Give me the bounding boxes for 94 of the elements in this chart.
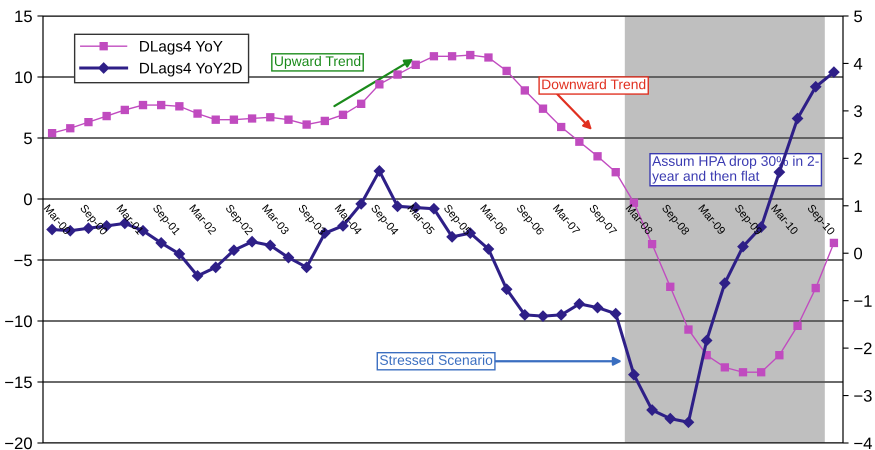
point bbox=[737, 240, 749, 252]
point bbox=[338, 110, 348, 119]
point bbox=[812, 284, 820, 292]
legend-label: DLags4 YoY2D bbox=[140, 62, 242, 77]
point bbox=[282, 252, 294, 264]
point bbox=[210, 262, 222, 273]
point bbox=[466, 50, 474, 60]
point bbox=[412, 60, 420, 69]
point bbox=[775, 350, 784, 360]
point bbox=[48, 128, 56, 138]
point bbox=[66, 124, 74, 132]
point bbox=[720, 363, 729, 372]
point bbox=[556, 309, 567, 321]
y-tick-label: 15 bbox=[15, 10, 32, 22]
point bbox=[757, 368, 766, 376]
y2-tick-label: 1 bbox=[854, 200, 862, 212]
y-tick-label: 10 bbox=[15, 71, 32, 84]
point bbox=[482, 243, 494, 255]
point bbox=[537, 310, 549, 322]
point bbox=[375, 80, 384, 88]
point bbox=[302, 120, 311, 129]
y2-tick-label: −2 bbox=[854, 342, 872, 354]
point bbox=[430, 52, 438, 60]
y2-tick-label: 0 bbox=[854, 248, 862, 260]
point bbox=[248, 114, 256, 123]
point bbox=[374, 165, 385, 177]
point bbox=[648, 240, 656, 248]
point bbox=[484, 53, 493, 62]
point bbox=[357, 100, 366, 108]
annotation: Downward Trend bbox=[542, 79, 646, 90]
annotation: Upward Trend bbox=[274, 56, 360, 69]
point bbox=[719, 278, 730, 289]
point bbox=[501, 284, 512, 295]
point bbox=[701, 334, 712, 346]
y2-tick-label: −1 bbox=[854, 295, 872, 307]
point bbox=[228, 244, 240, 256]
point bbox=[628, 369, 640, 380]
y-tick-label: −5 bbox=[14, 254, 32, 266]
point bbox=[682, 416, 694, 428]
point bbox=[301, 262, 312, 273]
point bbox=[212, 116, 220, 124]
point bbox=[538, 104, 548, 113]
point bbox=[593, 152, 602, 160]
point bbox=[774, 166, 785, 178]
y-tick-label: 5 bbox=[24, 132, 32, 144]
legend-label: DLags4 YoY bbox=[140, 40, 223, 55]
point bbox=[610, 308, 622, 320]
point bbox=[666, 282, 674, 292]
point bbox=[102, 112, 111, 120]
point bbox=[574, 298, 585, 310]
y2-tick-label: 4 bbox=[854, 58, 862, 70]
point bbox=[174, 248, 185, 260]
point bbox=[684, 325, 693, 334]
point bbox=[264, 240, 276, 251]
y2-tick-label: 3 bbox=[854, 105, 862, 118]
point bbox=[175, 102, 184, 110]
point bbox=[120, 106, 129, 114]
point bbox=[646, 404, 658, 416]
point bbox=[393, 70, 402, 79]
point bbox=[138, 100, 148, 110]
point bbox=[664, 412, 676, 424]
y-tick-label: −20 bbox=[5, 437, 32, 450]
point bbox=[84, 118, 93, 126]
point bbox=[792, 112, 804, 124]
point bbox=[320, 116, 329, 126]
point bbox=[230, 116, 238, 124]
y-tick-label: −10 bbox=[5, 315, 32, 328]
point bbox=[192, 270, 204, 282]
point bbox=[266, 113, 274, 122]
point bbox=[520, 86, 529, 95]
point bbox=[612, 168, 620, 176]
point bbox=[828, 66, 840, 78]
point bbox=[156, 237, 167, 249]
annotation: Stressed Scenario bbox=[380, 354, 492, 365]
point bbox=[519, 309, 530, 321]
point bbox=[193, 109, 202, 118]
point bbox=[448, 52, 456, 60]
y2-tick-label: −3 bbox=[854, 390, 872, 402]
point bbox=[246, 236, 258, 248]
y-tick-label: 0 bbox=[24, 193, 32, 206]
y2-tick-label: −4 bbox=[854, 438, 872, 450]
point bbox=[557, 122, 566, 132]
point bbox=[157, 100, 166, 110]
point bbox=[830, 238, 838, 248]
point bbox=[592, 302, 604, 314]
point bbox=[502, 66, 511, 76]
y-tick-label: −15 bbox=[5, 376, 32, 388]
y2-tick-label: 5 bbox=[854, 10, 862, 22]
point bbox=[793, 322, 802, 330]
y2-tick-label: 2 bbox=[854, 152, 862, 164]
point bbox=[284, 116, 293, 124]
point bbox=[575, 137, 584, 146]
point bbox=[810, 81, 822, 92]
point bbox=[738, 368, 748, 376]
